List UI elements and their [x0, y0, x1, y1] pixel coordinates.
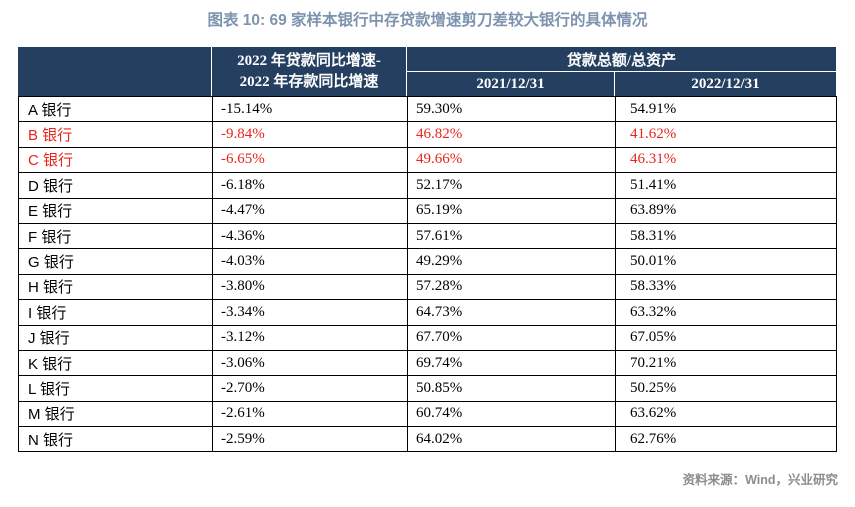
table-row: C 银行 -6.65% 49.66% 46.31% [18, 146, 837, 174]
bank-name-cell: A 银行 [18, 95, 213, 123]
header-group-loan-to-assets: 贷款总额/总资产 [407, 47, 836, 72]
ratio-2022-cell: 58.33% [615, 273, 837, 301]
header-date-2021: 2021/12/31 [407, 72, 615, 96]
growth-diff-cell: -2.61% [212, 400, 408, 428]
ratio-2021-cell: 64.02% [407, 426, 616, 453]
page-title: 图表 10: 69 家样本银行中存贷款增速剪刀差较大银行的具体情况 [207, 12, 648, 29]
ratio-2021-cell: 49.29% [407, 248, 616, 275]
table-row: K 银行 -3.06% 69.74% 70.21% [18, 349, 837, 377]
ratio-2022-cell: 50.25% [615, 375, 837, 402]
ratio-2022-cell: 50.01% [615, 248, 837, 275]
ratio-2021-cell: 59.30% [407, 95, 616, 123]
ratio-2021-cell: 46.82% [407, 121, 616, 148]
ratio-2021-cell: 60.74% [407, 400, 616, 428]
ratio-2021-cell: 65.19% [407, 197, 616, 224]
table-body: A 银行 -15.14% 59.30% 54.91% B 银行 -9.84% 4… [18, 95, 837, 453]
growth-diff-cell: -9.84% [212, 121, 408, 148]
table-header: 2022 年贷款同比增速- 2022 年存款同比增速 贷款总额/总资产 2021… [18, 47, 836, 96]
bank-name-cell: L 银行 [18, 375, 213, 402]
ratio-2021-cell: 57.61% [407, 222, 616, 250]
bank-name-cell: H 银行 [18, 273, 213, 301]
ratio-2021-cell: 69.74% [407, 349, 616, 377]
ratio-2022-cell: 46.31% [615, 146, 837, 174]
bank-name-cell: K 银行 [18, 349, 213, 377]
growth-diff-cell: -6.65% [212, 146, 408, 174]
bank-name-cell: J 银行 [18, 324, 213, 351]
bank-name-cell: D 银行 [18, 172, 213, 199]
header-date-2022: 2022/12/31 [691, 75, 760, 92]
ratio-2022-cell: 67.05% [615, 324, 837, 351]
ratio-2021-cell: 50.85% [407, 375, 616, 402]
ratio-2021-cell: 67.70% [407, 324, 616, 351]
ratio-2022-cell: 54.91% [615, 95, 837, 123]
table-row: D 银行 -6.18% 52.17% 51.41% [18, 172, 837, 199]
table-row: M 银行 -2.61% 60.74% 63.62% [18, 400, 837, 428]
header-growth-diff-line2: 2022 年存款同比增速 [239, 73, 379, 90]
bank-name-cell: E 银行 [18, 197, 213, 224]
header-growth-diff-line1: 2022 年贷款同比增速- [237, 52, 381, 69]
ratio-2022-cell: 58.31% [615, 222, 837, 250]
table-row: J 银行 -3.12% 67.70% 67.05% [18, 324, 837, 351]
ratio-2022-cell: 63.32% [615, 299, 837, 326]
table-row: L 银行 -2.70% 50.85% 50.25% [18, 375, 837, 402]
ratio-2022-cell: 70.21% [615, 349, 837, 377]
growth-diff-cell: -3.12% [212, 324, 408, 351]
table-row: N 银行 -2.59% 64.02% 62.76% [18, 426, 837, 453]
bank-name-cell: M 银行 [18, 400, 213, 428]
ratio-2021-cell: 64.73% [407, 299, 616, 326]
bank-name-cell: N 银行 [18, 426, 213, 453]
ratio-2022-cell: 63.62% [615, 400, 837, 428]
ratio-2022-cell: 63.89% [615, 197, 837, 224]
growth-diff-cell: -15.14% [212, 95, 408, 123]
table-row: A 银行 -15.14% 59.30% 54.91% [18, 95, 837, 123]
header-bank-column [18, 47, 212, 96]
ratio-2022-cell: 51.41% [615, 172, 837, 199]
bank-name-cell: C 银行 [18, 146, 213, 174]
table-row: H 银行 -3.80% 57.28% 58.33% [18, 273, 837, 301]
growth-diff-cell: -4.47% [212, 197, 408, 224]
bank-name-cell: I 银行 [18, 299, 213, 326]
growth-diff-cell: -4.36% [212, 222, 408, 250]
source-note: 资料来源：Wind，兴业研究 [682, 473, 838, 487]
growth-diff-cell: -3.06% [212, 349, 408, 377]
table-row: B 银行 -9.84% 46.82% 41.62% [18, 121, 837, 148]
table-row: I 银行 -3.34% 64.73% 63.32% [18, 299, 837, 326]
ratio-2021-cell: 49.66% [407, 146, 616, 174]
header-growth-diff-column: 2022 年贷款同比增速- 2022 年存款同比增速 [212, 47, 407, 96]
growth-diff-cell: -2.70% [212, 375, 408, 402]
bank-name-cell: G 银行 [18, 248, 213, 275]
growth-diff-cell: -3.34% [212, 299, 408, 326]
ratio-2022-cell: 41.62% [615, 121, 837, 148]
growth-diff-cell: -2.59% [212, 426, 408, 453]
table-row: G 银行 -4.03% 49.29% 50.01% [18, 248, 837, 275]
bank-name-cell: F 银行 [18, 222, 213, 250]
bank-data-table: A 银行 -15.14% 59.30% 54.91% B 银行 -9.84% 4… [18, 95, 837, 453]
ratio-2021-cell: 57.28% [407, 273, 616, 301]
ratio-2021-cell: 52.17% [407, 172, 616, 199]
table-row: E 银行 -4.47% 65.19% 63.89% [18, 197, 837, 224]
growth-diff-cell: -4.03% [212, 248, 408, 275]
bank-name-cell: B 银行 [18, 121, 213, 148]
growth-diff-cell: -3.80% [212, 273, 408, 301]
growth-diff-cell: -6.18% [212, 172, 408, 199]
ratio-2022-cell: 62.76% [615, 426, 837, 453]
table-row: F 银行 -4.36% 57.61% 58.31% [18, 222, 837, 250]
